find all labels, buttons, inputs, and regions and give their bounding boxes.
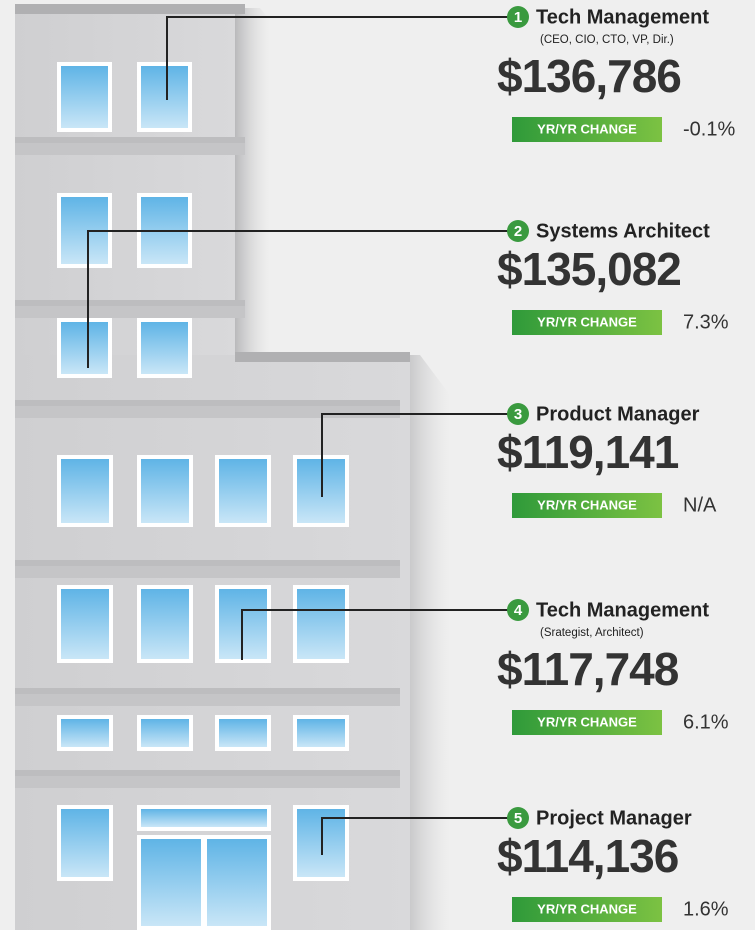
change-value: -0.1% (683, 118, 735, 140)
rank-badge (507, 6, 529, 28)
ledge-shadow (15, 694, 400, 706)
connector (321, 413, 508, 497)
connector (87, 230, 508, 368)
lower-shadow (400, 355, 450, 930)
window-glass (141, 589, 189, 659)
ledge-shadow (15, 143, 245, 155)
job-title: Tech Management (536, 6, 709, 28)
change-value: 1.6% (683, 898, 729, 920)
change-badge (512, 117, 662, 142)
window-glass (219, 459, 267, 523)
job-title: Tech Management (536, 599, 709, 621)
ledge-shadow (15, 306, 245, 318)
job-title: Systems Architect (536, 220, 710, 242)
window-glass (207, 839, 267, 926)
window-glass (141, 839, 201, 926)
window-glass (61, 809, 109, 877)
ledge-shadow (15, 566, 400, 578)
ledge (15, 560, 400, 566)
salary: $135,082 (497, 243, 681, 295)
rank: 3 (514, 406, 522, 423)
ledge-shadow (15, 776, 400, 788)
ledge (15, 400, 400, 406)
roof (235, 352, 410, 362)
window-glass (141, 459, 189, 523)
salary: $136,786 (497, 50, 681, 102)
job-title: Project Manager (536, 807, 692, 829)
change-badge (512, 897, 662, 922)
rank-badge (507, 599, 529, 621)
window-glass (141, 322, 188, 374)
window-glass (61, 589, 109, 659)
connector (241, 609, 508, 660)
window-glass (141, 719, 189, 747)
ledge (15, 688, 400, 694)
window-glass (61, 66, 108, 128)
rank: 4 (514, 602, 523, 619)
connector (166, 16, 508, 100)
salary: $119,141 (497, 426, 679, 478)
change-label: YR/YR CHANGE (537, 714, 637, 729)
window-glass (141, 809, 267, 827)
salary: $114,136 (497, 830, 678, 882)
rank: 2 (514, 223, 522, 240)
change-value: 6.1% (683, 711, 729, 733)
change-label: YR/YR CHANGE (537, 901, 637, 916)
rank: 5 (514, 810, 522, 827)
change-value: 7.3% (683, 311, 729, 333)
change-badge (512, 710, 662, 735)
job-subtitle: (Srategist, Architect) (540, 627, 644, 639)
job-title: Product Manager (536, 403, 700, 425)
change-label: YR/YR CHANGE (537, 497, 637, 512)
salary: $117,748 (497, 643, 679, 695)
change-label: YR/YR CHANGE (537, 314, 637, 329)
window-glass (297, 719, 345, 747)
window-glass (141, 66, 188, 128)
rank-badge (507, 220, 529, 242)
connectors (87, 16, 508, 855)
rank-badge (507, 807, 529, 829)
job-subtitle: (CEO, CIO, CTO, VP, Dir.) (540, 34, 674, 46)
change-label: YR/YR CHANGE (537, 121, 637, 136)
connector (321, 817, 508, 855)
ledge-shadow (15, 406, 400, 418)
labels: 1 Tech Management (CEO, CIO, CTO, VP, Dir.… (497, 6, 735, 922)
change-value: N/A (683, 494, 717, 516)
window-glass (297, 589, 345, 659)
window-glass (61, 459, 109, 523)
change-badge (512, 493, 662, 518)
rank: 1 (514, 9, 522, 26)
ledge (15, 300, 245, 306)
roof (15, 4, 245, 14)
window-glass (61, 719, 109, 747)
change-badge (512, 310, 662, 335)
rank-badge (507, 403, 529, 425)
window-glass (61, 322, 108, 374)
ledge (15, 770, 400, 776)
window-glass (219, 719, 267, 747)
ledge (15, 137, 245, 143)
building (15, 4, 450, 930)
